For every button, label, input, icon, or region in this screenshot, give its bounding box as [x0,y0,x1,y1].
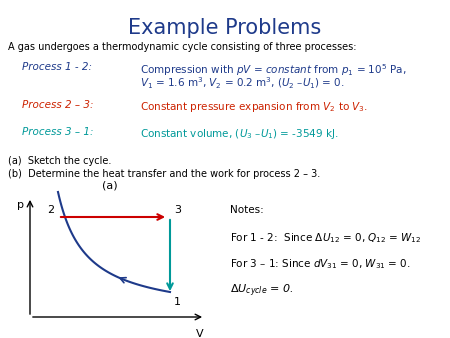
Text: Example Problems: Example Problems [128,18,322,38]
Text: (a)  Sketch the cycle.: (a) Sketch the cycle. [8,156,112,166]
Text: A gas undergoes a thermodynamic cycle consisting of three processes:: A gas undergoes a thermodynamic cycle co… [8,42,356,52]
Text: Notes:: Notes: [230,205,264,215]
Text: 1: 1 [174,297,181,307]
Text: $V_1$ = 1.6 m$^3$, $V_2$ = 0.2 m$^3$, ($U_2$ –$U_1$) = 0.: $V_1$ = 1.6 m$^3$, $V_2$ = 0.2 m$^3$, ($… [140,76,345,91]
Text: Process 1 - 2:: Process 1 - 2: [22,62,92,72]
Text: Constant volume, ($U_3$ –$U_1$) = -3549 kJ.: Constant volume, ($U_3$ –$U_1$) = -3549 … [140,127,339,141]
Text: For 3 – 1: Since $dV_{31}$ = 0, $W_{31}$ = 0.: For 3 – 1: Since $dV_{31}$ = 0, $W_{31}$… [230,257,411,271]
Text: Process 2 – 3:: Process 2 – 3: [22,100,94,110]
Text: (a): (a) [102,180,118,190]
Text: 3: 3 [174,205,181,215]
Text: Process 3 – 1:: Process 3 – 1: [22,127,94,137]
Text: V: V [196,329,204,338]
Text: $\Delta U_{cycle}$ = 0.: $\Delta U_{cycle}$ = 0. [230,283,294,299]
Text: 2: 2 [47,205,54,215]
Text: p: p [17,200,23,210]
Text: (b)  Determine the heat transfer and the work for process 2 – 3.: (b) Determine the heat transfer and the … [8,169,320,179]
Text: For 1 - 2:  Since $\Delta U_{12}$ = 0, $Q_{12}$ = $W_{12}$: For 1 - 2: Since $\Delta U_{12}$ = 0, $Q… [230,231,421,245]
Text: Compression with $pV$ = $constant$ from $p_1$ = 10$^5$ Pa,: Compression with $pV$ = $constant$ from … [140,62,406,78]
Text: Constant pressure expansion from $V_2$ to $V_3$.: Constant pressure expansion from $V_2$ t… [140,100,368,114]
